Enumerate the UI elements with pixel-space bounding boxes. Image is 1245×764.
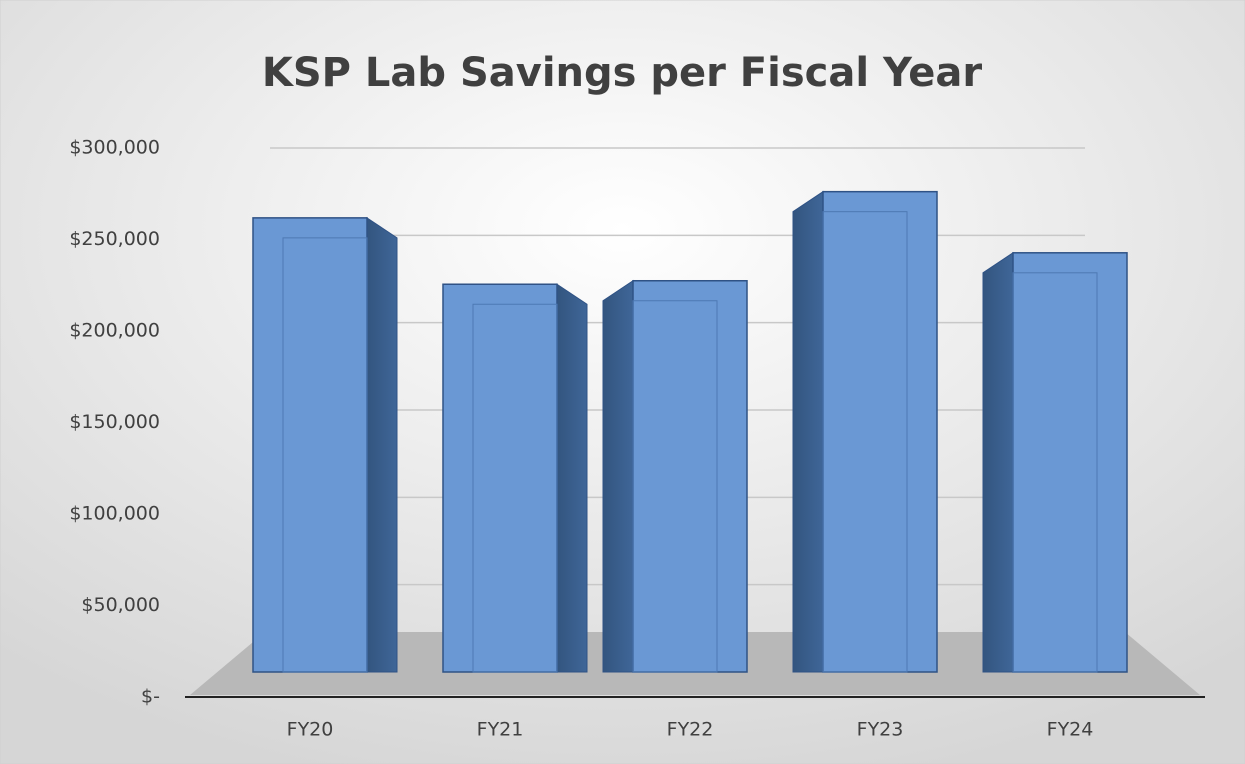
x-tick-label: FY23 (857, 719, 904, 741)
y-tick-label: $150,000 (69, 411, 160, 433)
x-tick-label: FY24 (1047, 719, 1094, 741)
bar (442, 283, 558, 673)
bar-inner (1012, 272, 1098, 673)
bar-inner (282, 237, 368, 673)
bar (822, 190, 938, 673)
bar-side (366, 216, 398, 673)
bar-inner (632, 300, 718, 673)
chart-title: KSP Lab Savings per Fiscal Year (262, 50, 983, 96)
bar-inner (822, 211, 908, 673)
x-tick-label: FY22 (667, 719, 714, 741)
x-tick-label: FY20 (287, 719, 334, 741)
y-tick-label: $- (141, 686, 160, 708)
bar (1012, 252, 1128, 673)
bar (632, 279, 748, 673)
y-tick-label: $50,000 (81, 594, 160, 616)
bar-inner (472, 303, 558, 673)
y-tick-label: $100,000 (69, 503, 160, 525)
y-tick-label: $250,000 (69, 228, 160, 250)
bar-side (556, 283, 588, 673)
bar-side (792, 190, 824, 673)
x-tick-label: FY21 (477, 719, 524, 741)
bar-side (602, 279, 634, 673)
bar (252, 217, 368, 673)
y-tick-label: $300,000 (69, 137, 160, 159)
y-tick-label: $200,000 (69, 320, 160, 342)
bar-side (982, 251, 1014, 673)
